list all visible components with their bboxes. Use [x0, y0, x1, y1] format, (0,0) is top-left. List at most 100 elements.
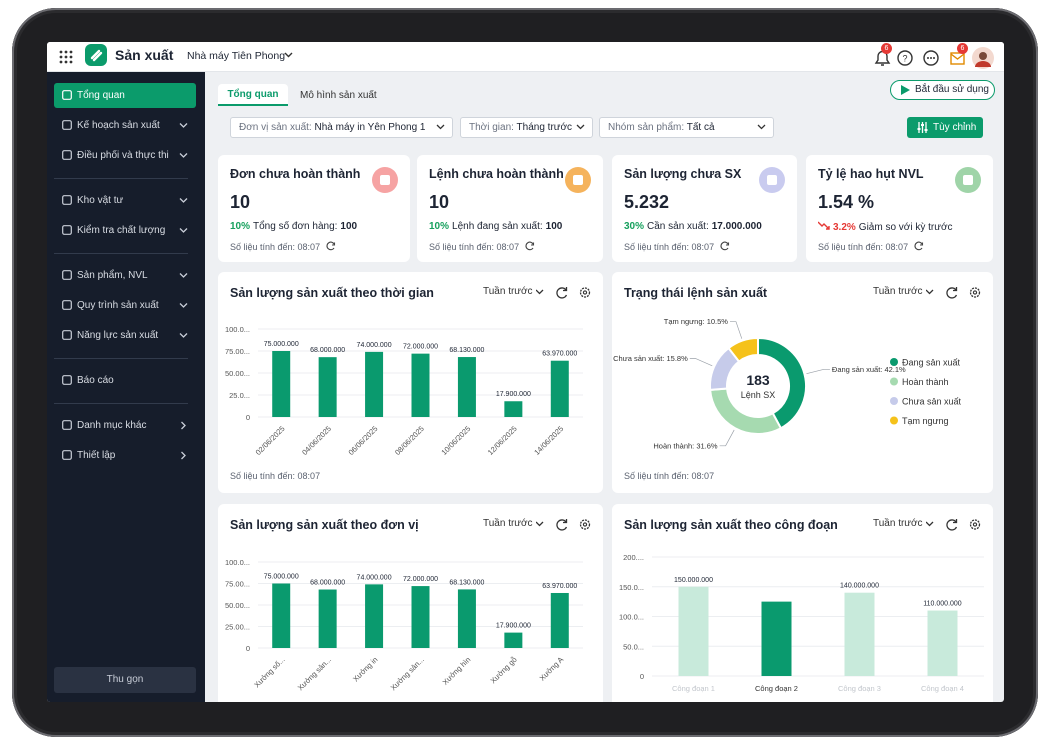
- filter[interactable]: Thời gian: Tháng trước: [460, 117, 593, 138]
- period-select[interactable]: Tuần trước: [873, 518, 923, 529]
- bar: [272, 351, 291, 417]
- chart: Đang sản xuất: 42.1%Đang sản xuất Hoàn th…: [613, 317, 961, 450]
- icon-shape: [62, 195, 72, 205]
- menu-item[interactable]: Điều phối và thực thi: [54, 143, 196, 168]
- apps-icon[interactable]: [59, 50, 73, 64]
- kpi-note: Cần sản xuất:: [647, 221, 709, 232]
- tab[interactable]: Mô hình sản xuất: [300, 90, 377, 101]
- x-tick-label: Xưởng sản...: [389, 655, 426, 692]
- chevron-shape: [536, 289, 544, 295]
- collapse-label: Thu gọn: [106, 674, 144, 685]
- filter-value: Nhà máy in Yên Phong 1: [314, 122, 426, 133]
- gear-hub: [972, 290, 978, 295]
- panel-icons: [926, 287, 981, 299]
- bar: [678, 586, 709, 676]
- menu-item[interactable]: Danh mục khác: [54, 413, 196, 438]
- chevron: [179, 228, 188, 233]
- kpi-line: 30% Cần sản xuất: 17.000.000: [624, 221, 762, 232]
- x-tick-label: 02/06/2025: [254, 424, 287, 457]
- start-button[interactable]: Bắt đầu sử dụng: [890, 80, 995, 100]
- tab-active[interactable]: Tổng quan: [218, 84, 288, 106]
- icon-shape: [62, 270, 72, 280]
- notification-badge: 6: [881, 43, 892, 54]
- gear-hub: [972, 522, 978, 527]
- y-tick-label: 75.00...: [225, 347, 250, 356]
- menu-item[interactable]: Thiết lập: [54, 443, 196, 468]
- kpi-card: Sản lượng chưa SX 5.232 30% Cần sản xuất: 17…: [612, 155, 797, 262]
- chart: 0 25.00... 50.00... 75.00... 100.0... 75.000.…: [225, 558, 583, 692]
- chevron-shape: [179, 303, 188, 308]
- logo: [85, 44, 107, 66]
- value-label: 74.000.000: [357, 342, 392, 349]
- gear-hub: [582, 522, 588, 527]
- value-label: 68.130.000: [449, 347, 484, 354]
- start-label: Bắt đầu sử dụng: [915, 84, 989, 95]
- kpi-value: 10: [230, 192, 251, 212]
- gear-shape: [579, 287, 591, 298]
- period-select[interactable]: Tuần trước: [483, 286, 533, 297]
- menu-item[interactable]: Kho vật tư: [54, 188, 196, 213]
- divider: [54, 403, 188, 404]
- slice-label: Chưa sản xuất: 15.8%: [613, 354, 688, 363]
- icon-shape: [62, 225, 72, 235]
- updated-text: Số liệu tính đến: 08:07: [818, 242, 909, 252]
- chart-title: Sản lượng sản xuất theo đơn vị: [230, 518, 419, 532]
- menu-icon: [62, 195, 72, 205]
- x-tick-label: Công đoạn 4: [921, 684, 964, 693]
- x-tick-label: 14/06/2025: [532, 424, 565, 457]
- x-tick-label: 10/06/2025: [439, 424, 472, 457]
- filter-value: Tất cả: [686, 122, 715, 133]
- y-tick-label: 0: [246, 413, 250, 422]
- icon-shape: [62, 420, 72, 430]
- kpi-value: 5.232: [624, 192, 670, 212]
- menu-item[interactable]: Báo cáo: [54, 368, 196, 393]
- chevron-shape: [536, 521, 544, 527]
- period-select[interactable]: Tuần trước: [873, 286, 923, 297]
- y-tick-label: 100.0...: [619, 613, 644, 622]
- customize-button[interactable]: Tùy chỉnh: [907, 117, 983, 138]
- filter-label: Nhóm sản phẩm:: [608, 122, 685, 133]
- x-tick-label: Công đoạn 2: [755, 684, 798, 693]
- slice-label: Đang sản xuất: 42.1%: [832, 365, 906, 374]
- filter[interactable]: Đơn vị sản xuất: Nhà máy in Yên Phong 1: [230, 117, 453, 138]
- menu-item[interactable]: Kế hoạch sản xuất: [54, 113, 196, 138]
- panel-icons: [926, 519, 981, 531]
- chevron: [179, 333, 188, 338]
- bar: [365, 351, 384, 417]
- kpi-note-value: 17.000.000: [711, 221, 762, 232]
- legend-label: Tạm ngưng: [902, 416, 949, 426]
- x-tick-label: 04/06/2025: [300, 424, 333, 457]
- menu-item[interactable]: Tổng quan: [54, 83, 196, 108]
- legend-label: Hoàn thành: [902, 377, 949, 387]
- panel-icons: [536, 519, 591, 531]
- y-tick-label: 100.0...: [225, 558, 250, 567]
- bar: [411, 353, 430, 417]
- trend-down-icon: [817, 221, 830, 230]
- menu-icon: [62, 90, 72, 100]
- x-tick-label: Xưởng in: [351, 655, 379, 683]
- bar: [504, 632, 523, 648]
- chevron-shape: [179, 153, 188, 158]
- legend-label: Đang sản xuất: [902, 358, 961, 368]
- value-label: 68.000.000: [310, 347, 345, 354]
- icon-shape: [62, 330, 72, 340]
- chart-title: Sản lượng sản xuất theo công đoạn: [624, 518, 838, 532]
- filter[interactable]: Nhóm sản phẩm: Tất cả: [599, 117, 774, 138]
- menu-item[interactable]: Sản phẩm, NVL: [54, 263, 196, 288]
- y-tick-label: 100.0...: [225, 325, 250, 334]
- leader-line: [806, 368, 830, 375]
- icon-glyph: [380, 175, 390, 185]
- collapse-button[interactable]: Thu gọn: [54, 667, 196, 693]
- menu-item[interactable]: Năng lực sản xuất: [54, 323, 196, 348]
- menu-item[interactable]: Quy trình sản xuất: [54, 293, 196, 318]
- chevron: [179, 273, 188, 278]
- factory-select[interactable]: Nhà máy Tiên Phong: [187, 50, 286, 62]
- x-tick-label: Công đoạn 3: [838, 684, 881, 693]
- kpi-change: 3.2%: [833, 222, 856, 233]
- menu-icon: [62, 420, 72, 430]
- refresh-shape: [720, 241, 730, 251]
- bar: [365, 584, 384, 648]
- period-select[interactable]: Tuần trước: [483, 518, 533, 529]
- app-title: Sản xuất: [115, 47, 174, 63]
- menu-item[interactable]: Kiểm tra chất lượng: [54, 218, 196, 243]
